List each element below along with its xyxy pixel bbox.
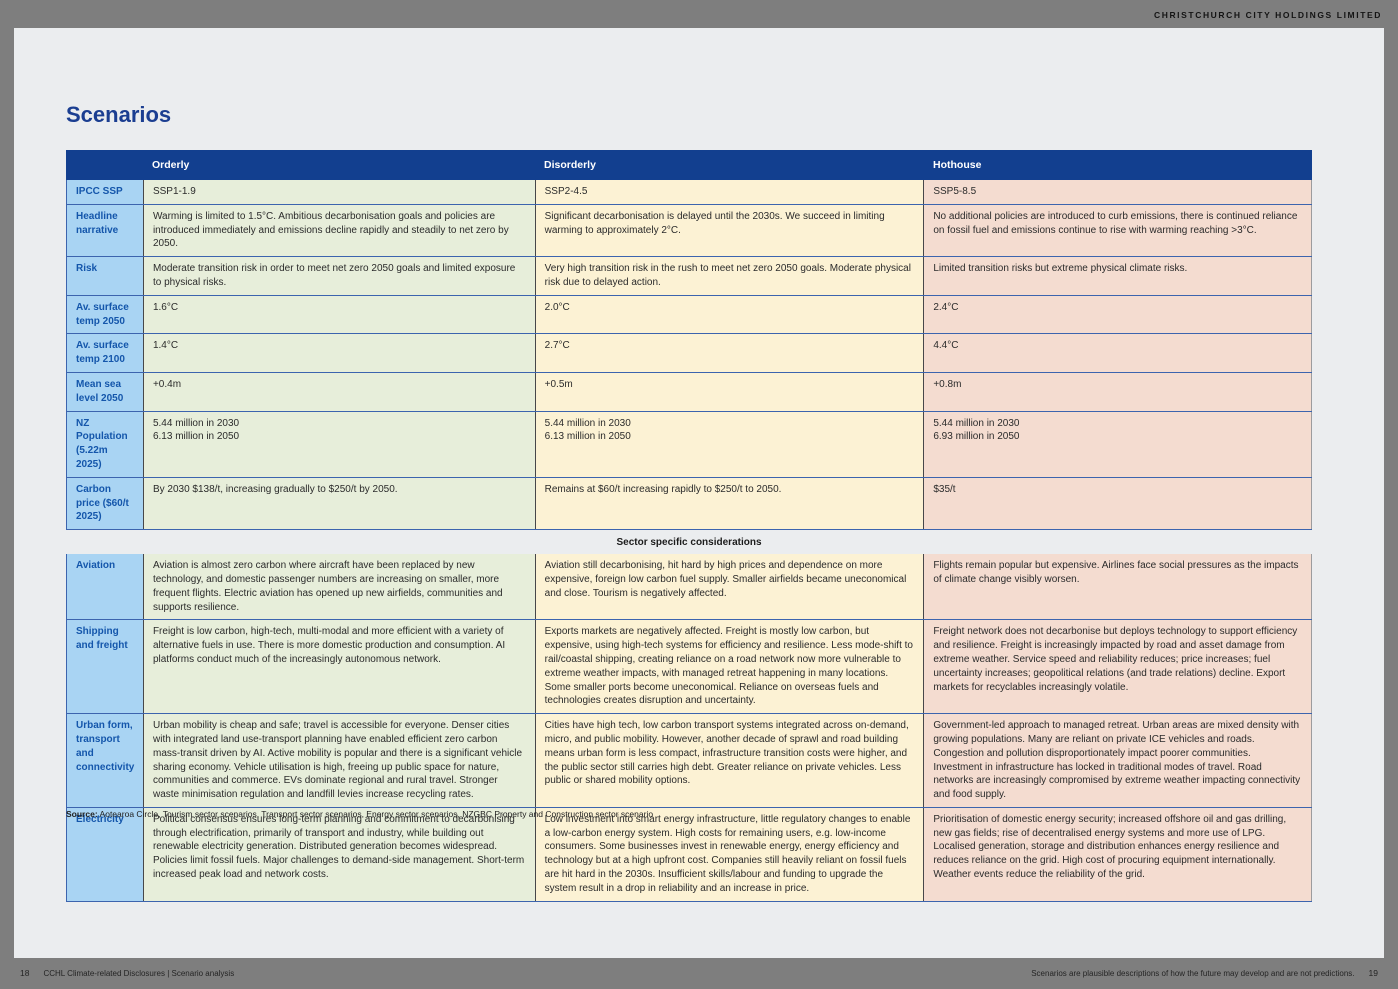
table-row: NZ Population (5.22m 2025) 5.44 million i…	[66, 411, 1313, 478]
table-cell: $35/t	[924, 477, 1313, 530]
row-label: Electricity	[67, 807, 144, 901]
table-header-row: Orderly Disorderly Hothouse	[66, 150, 1312, 180]
row-label: Av. surface temp 2100	[67, 334, 144, 372]
table-cell: No additional policies are introduced to…	[924, 204, 1313, 257]
table-cell: Very high transition risk in the rush to…	[535, 257, 925, 295]
table-cell: Aviation is almost zero carbon where air…	[143, 554, 536, 620]
row-label: Shipping and freight	[67, 620, 144, 714]
table-cell: Freight is low carbon, high-tech, multi-…	[143, 620, 536, 714]
document-page: Scenarios Orderly Disorderly Hothouse IP…	[14, 28, 1384, 958]
table-cell: Aviation still decarbonising, hit hard b…	[535, 554, 925, 620]
table-cell: 5.44 million in 2030 6.13 million in 205…	[535, 411, 925, 477]
row-label: Mean sea level 2050	[67, 372, 144, 411]
table-cell: Political consensus ensures long-term pl…	[143, 807, 536, 901]
row-label: IPCC SSP	[67, 180, 144, 204]
column-header-orderly: Orderly	[152, 159, 190, 171]
table-cell: SSP2-4.5	[535, 180, 925, 204]
table-cell: Low investment into smart energy infrast…	[535, 807, 925, 901]
source-text: Aotearoa Circle, Tourism sector scenario…	[97, 809, 654, 819]
table-cell: Freight network does not decarbonise but…	[924, 620, 1313, 714]
table-cell: Prioritisation of domestic energy securi…	[924, 807, 1313, 901]
row-label: Headline narrative	[67, 204, 144, 257]
table-cell: SSP1-1.9	[143, 180, 536, 204]
footer-left: 18 CCHL Climate-related Disclosures | Sc…	[20, 968, 234, 978]
row-label: Urban form, transport and connectivity	[67, 714, 144, 807]
footer-right-text: Scenarios are plausible descriptions of …	[1031, 969, 1355, 978]
table-cell: Exports markets are negatively affected.…	[535, 620, 925, 714]
table-row: Risk Moderate transition risk in order to…	[66, 257, 1313, 296]
table-cell: 2.4°C	[924, 295, 1313, 334]
table-row: Shipping and freight Freight is low carbo…	[66, 620, 1313, 715]
table-cell: 2.7°C	[535, 334, 925, 372]
row-label: Carbon price ($60/t 2025)	[67, 477, 144, 530]
table-row: Urban form, transport and connectivity Ur…	[66, 714, 1313, 808]
footer-right: Scenarios are plausible descriptions of …	[1031, 968, 1378, 978]
row-label: Risk	[67, 257, 144, 295]
table-cell: SSP5-8.5	[924, 180, 1313, 204]
table-cell: +0.4m	[143, 372, 536, 411]
table-cell: By 2030 $138/t, increasing gradually to …	[143, 477, 536, 530]
column-header-hothouse: Hothouse	[933, 159, 982, 171]
table-cell: Remains at $60/t increasing rapidly to $…	[535, 477, 925, 530]
row-label: Aviation	[67, 554, 144, 620]
source-label: Source:	[66, 809, 98, 819]
table-cell: 1.6°C	[143, 295, 536, 334]
section-header: Sector specific considerations	[616, 537, 762, 549]
table-cell: 5.44 million in 2030 6.13 million in 205…	[143, 411, 536, 477]
table-body-main: IPCC SSP SSP1-1.9 SSP2-4.5 SSP5-8.5 Headline…	[66, 180, 1313, 531]
page-title: Scenarios	[66, 102, 172, 127]
table-cell: +0.8m	[924, 372, 1313, 411]
table-cell: Cities have high tech, low carbon transp…	[535, 714, 925, 807]
source-line: Source: Aotearoa Circle, Tourism sector …	[66, 809, 653, 819]
table-cell: Moderate transition risk in order to mee…	[143, 257, 536, 295]
page-number-right: 19	[1368, 968, 1378, 978]
row-label: NZ Population (5.22m 2025)	[67, 411, 144, 477]
table-cell: 2.0°C	[535, 295, 925, 334]
table-cell: Flights remain popular but expensive. Ai…	[924, 554, 1313, 620]
table-cell: +0.5m	[535, 372, 925, 411]
table-row: Av. surface temp 2050 1.6°C 2.0°C 2.4°C	[66, 295, 1313, 335]
table-row: Av. surface temp 2100 1.4°C 2.7°C 4.4°C	[66, 334, 1313, 373]
table-cell: 1.4°C	[143, 334, 536, 372]
table-cell: 4.4°C	[924, 334, 1313, 372]
table-row: Aviation Aviation is almost zero carbon w…	[66, 554, 1313, 621]
scenarios-table: Orderly Disorderly Hothouse IPCC SSP SSP1…	[66, 150, 1313, 902]
table-cell: 5.44 million in 2030 6.93 million in 205…	[924, 411, 1313, 477]
company-header: CHRISTCHURCH CITY HOLDINGS LIMITED	[1153, 10, 1382, 20]
column-header-disorderly: Disorderly	[544, 159, 596, 171]
table-row: IPCC SSP SSP1-1.9 SSP2-4.5 SSP5-8.5	[66, 180, 1313, 205]
table-row: Mean sea level 2050 +0.4m +0.5m +0.8m	[66, 372, 1313, 412]
table-row: Carbon price ($60/t 2025) By 2030 $138/t,…	[66, 477, 1313, 531]
table-cell: Government-led approach to managed retre…	[924, 714, 1313, 807]
table-row: Headline narrative Warming is limited to …	[66, 204, 1313, 258]
footer-left-text: CCHL Climate-related Disclosures | Scena…	[43, 969, 235, 978]
row-label: Av. surface temp 2050	[67, 295, 144, 334]
table-cell: Warming is limited to 1.5°C. Ambitious d…	[143, 204, 536, 257]
table-row: Electricity Political consensus ensures l…	[66, 807, 1313, 902]
table-cell: Significant decarbonisation is delayed u…	[535, 204, 925, 257]
table-cell: Urban mobility is cheap and safe; travel…	[144, 714, 536, 807]
table-body-sectors: Aviation Aviation is almost zero carbon w…	[66, 554, 1313, 902]
table-cell: Limited transition risks but extreme phy…	[924, 257, 1313, 295]
page-number-left: 18	[20, 968, 30, 978]
